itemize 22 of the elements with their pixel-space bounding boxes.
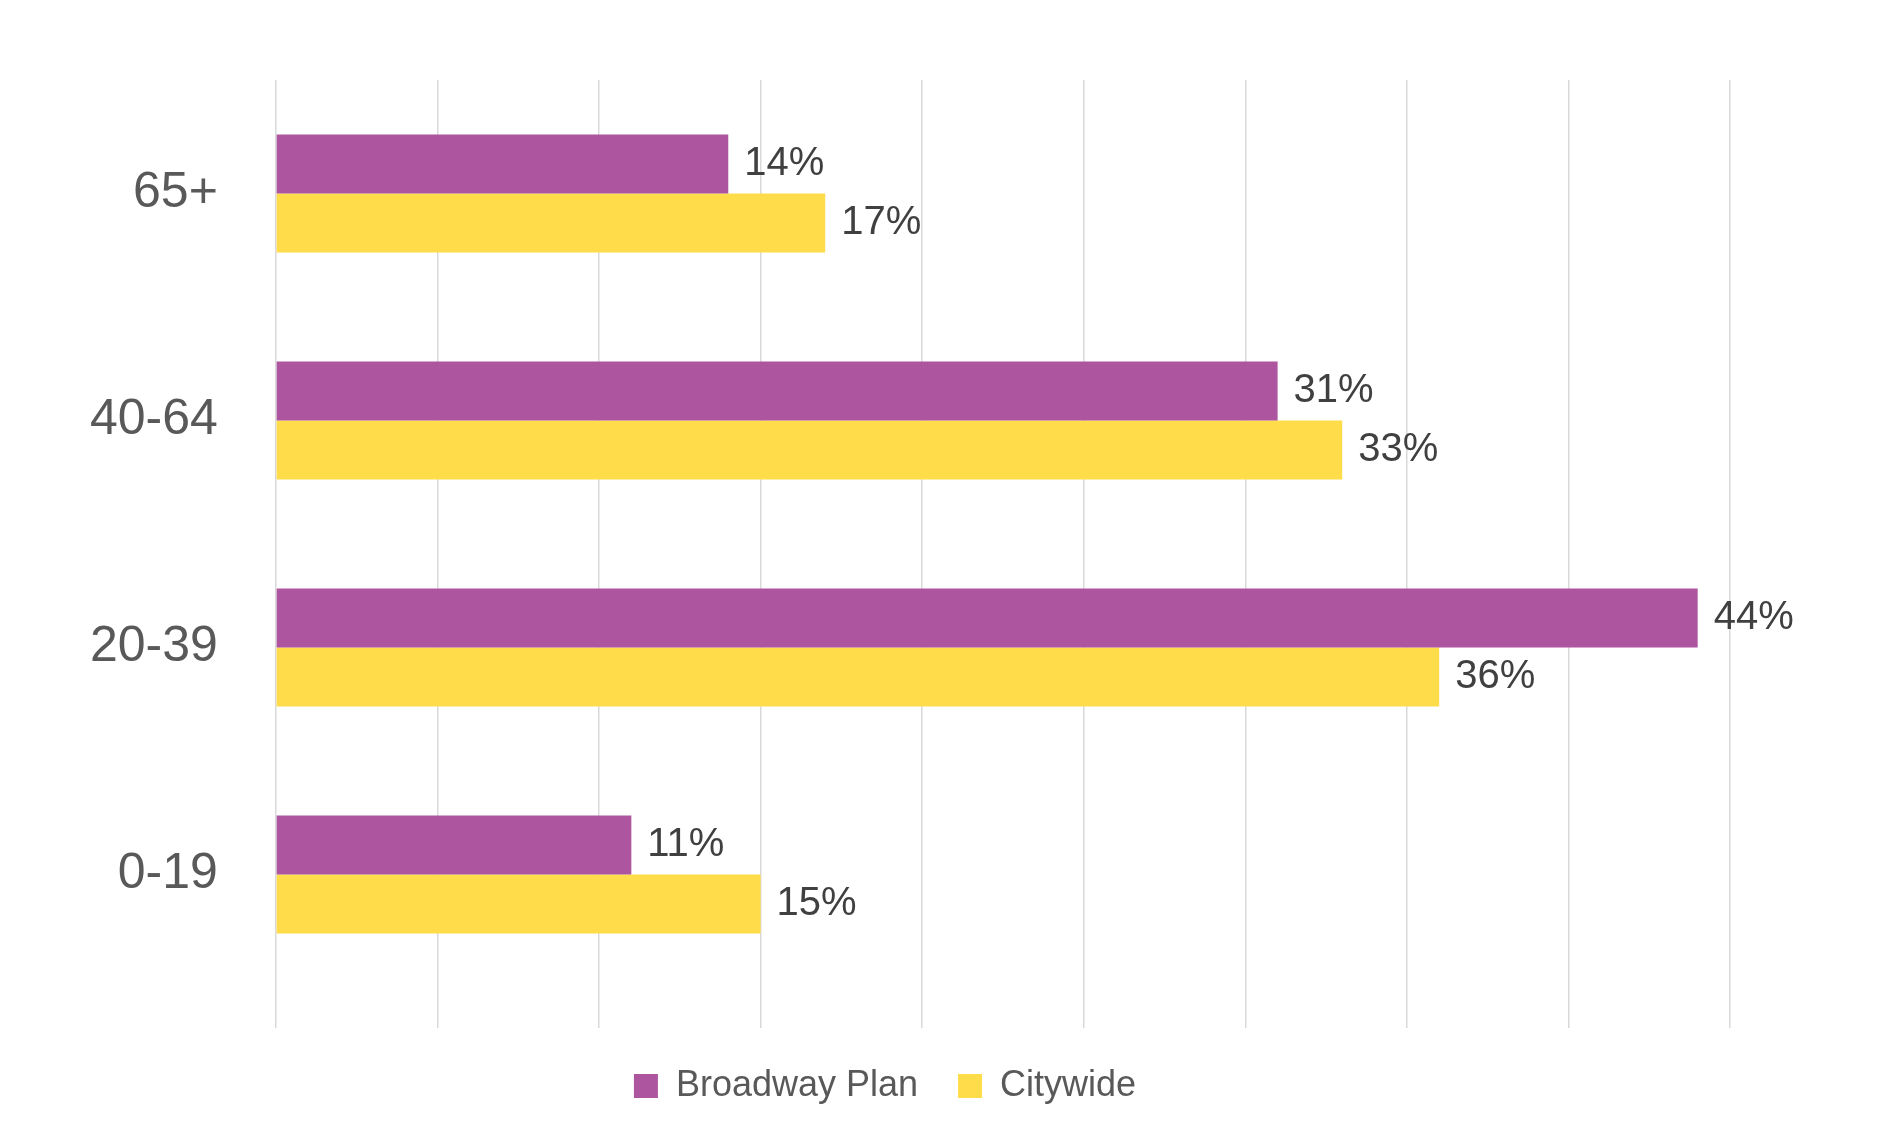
y-tick-label: 0-19: [117, 843, 218, 900]
data-label: 15%: [776, 879, 857, 924]
bar: [276, 874, 761, 934]
y-tick-label: 20-39: [89, 616, 218, 673]
legend-label: Broadway Plan: [675, 1062, 919, 1104]
data-label: 44%: [1713, 593, 1794, 638]
data-label: 33%: [1358, 425, 1439, 470]
legend-label: Citywide: [1000, 1062, 1137, 1104]
data-label: 14%: [744, 139, 825, 184]
y-tick-label: 65+: [133, 162, 218, 219]
bar: [276, 588, 1698, 648]
bar: [276, 420, 1343, 480]
data-label: 11%: [647, 820, 725, 865]
bar: [276, 361, 1278, 421]
bar: [276, 815, 632, 875]
bar: [276, 193, 826, 253]
data-label: 31%: [1293, 366, 1374, 411]
bar: [276, 134, 729, 194]
data-label: 36%: [1455, 652, 1536, 697]
y-tick-label: 40-64: [89, 389, 218, 446]
data-label: 17%: [841, 198, 922, 243]
bar: [276, 647, 1440, 707]
